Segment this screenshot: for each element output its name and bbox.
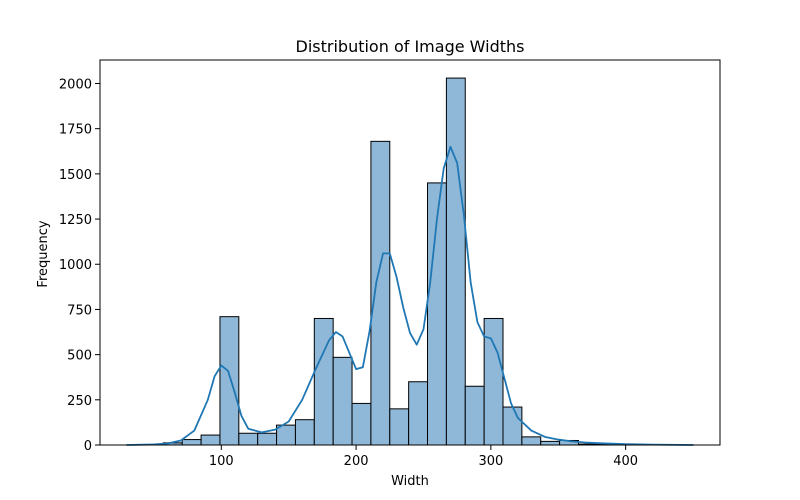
histogram-bar: [370, 140, 391, 446]
axes-frame: [99, 59, 721, 446]
y-tick-label: 500: [67, 349, 92, 364]
histogram-bar: [502, 406, 523, 446]
y-tick-label: 2000: [59, 77, 92, 92]
y-tick-label: 250: [67, 394, 92, 409]
chart-title: Distribution of Image Widths: [296, 37, 525, 56]
histogram-bar: [445, 77, 466, 446]
histogram-bar: [464, 385, 485, 446]
kde-line: [126, 145, 694, 446]
histogram-bar: [257, 432, 278, 446]
x-tick-label: 300: [478, 454, 503, 469]
y-tick-label: 750: [67, 303, 92, 318]
histogram-bar: [294, 419, 315, 446]
y-tick-label: 1500: [59, 168, 92, 183]
histogram-bar: [389, 408, 410, 446]
x-axis-label: Width: [391, 474, 429, 489]
histogram-bar: [181, 439, 202, 446]
histogram-bar: [200, 434, 221, 446]
x-tick-label: 400: [613, 454, 638, 469]
histogram-bar: [540, 440, 561, 446]
histogram-bar: [351, 402, 372, 446]
y-tick-label: 0: [84, 439, 92, 454]
histogram-bar: [238, 432, 259, 446]
y-tick-label: 1000: [59, 258, 92, 273]
histogram-bar: [521, 436, 542, 446]
y-tick-label: 1750: [59, 123, 92, 138]
histogram-bar: [332, 356, 353, 446]
histogram-bar: [219, 316, 240, 446]
y-axis-label: Frequency: [36, 220, 51, 287]
histogram-bar: [408, 381, 429, 446]
plot-area: 100 200 300 400 0 250 500 750 1000 1250 1500 1750 20…: [59, 59, 721, 469]
x-tick-label: 100: [209, 454, 234, 469]
x-tick-label: 200: [344, 454, 369, 469]
y-tick-label: 1250: [59, 213, 92, 228]
